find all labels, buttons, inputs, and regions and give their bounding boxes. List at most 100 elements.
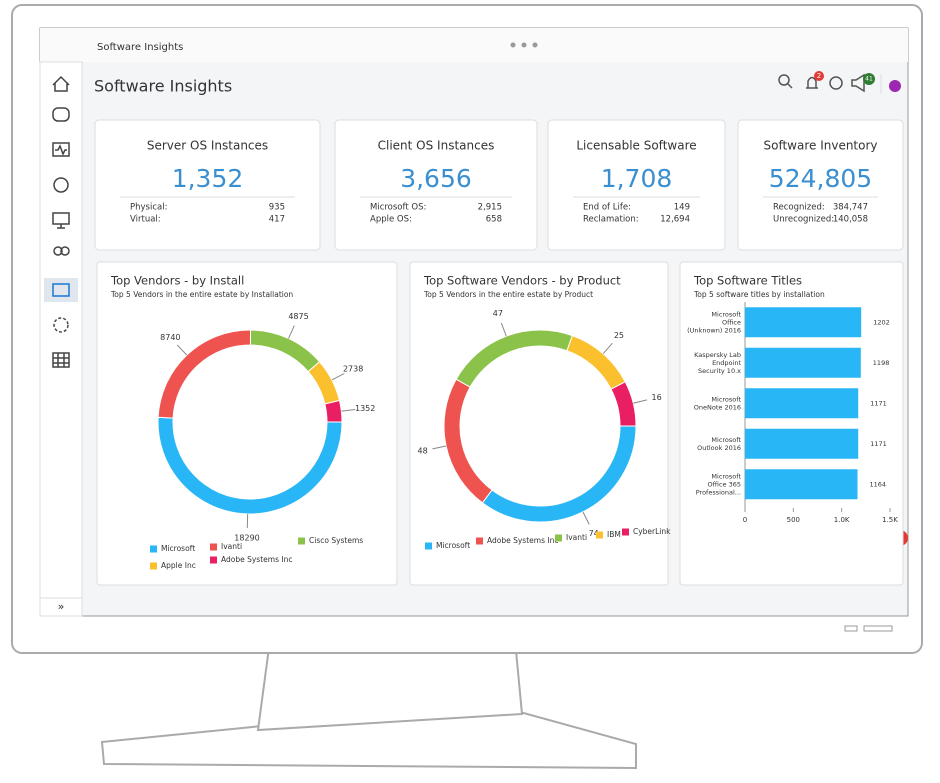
window-title: Software Insights (97, 42, 183, 53)
bar (745, 428, 859, 459)
announcement-badge-text: 41 (865, 76, 873, 83)
notification-badge-text: 2 (817, 72, 821, 80)
kpi-row-label: Recognized: (773, 203, 825, 213)
help-icon[interactable] (829, 76, 843, 90)
users-icon (60, 246, 70, 256)
legend-swatch (150, 545, 157, 553)
sidebar (39, 61, 83, 617)
legend-label: Apple Inc (161, 561, 196, 570)
legend-swatch (150, 562, 157, 570)
kpi-row-label: Virtual: (130, 215, 161, 225)
category-label: Security 10.x (698, 367, 741, 375)
legend-label: Adobe Systems Inc (487, 536, 558, 545)
legend-swatch (622, 528, 629, 536)
kpi-card (94, 119, 321, 251)
legend-swatch (555, 534, 562, 542)
chart-title: Top Vendors - by Install (110, 274, 244, 288)
page-title: Software Insights (94, 77, 232, 96)
kpi-total: 3,656 (400, 164, 472, 193)
window-dot (510, 42, 516, 48)
chart-subtitle: Top 5 software titles by installation (693, 290, 825, 299)
category-label: OneNote 2016 (694, 403, 741, 411)
kpi-row-label: Unrecognized: (773, 215, 834, 225)
kpi-card (547, 119, 726, 251)
legend-swatch (210, 556, 217, 564)
software-icon[interactable] (52, 283, 70, 297)
donut-slice (324, 399, 343, 423)
bot-icon[interactable] (52, 107, 70, 122)
category-label: Microsoft (711, 472, 741, 480)
x-tick-label: 1.0K (834, 516, 850, 524)
home-icon[interactable] (52, 75, 70, 92)
kpi-row-label: Reclamation: (583, 215, 639, 225)
announcement-badge (863, 73, 875, 85)
slice-label: 47 (493, 309, 503, 318)
bar (745, 388, 859, 419)
monitor-icon[interactable] (52, 142, 70, 157)
legend-label: IBM (607, 530, 621, 539)
kpi-row-value: 417 (269, 215, 285, 225)
kpi-title: Licensable Software (576, 139, 696, 153)
search-icon[interactable] (778, 74, 790, 86)
donut-slice (610, 381, 637, 427)
category-label: Professional... (696, 488, 741, 496)
kpi-row-value: 384,747 (833, 203, 868, 213)
kpi-row-label: End of Life: (583, 203, 631, 213)
kpi-row-value: 2,915 (478, 203, 502, 213)
leader-line (602, 342, 613, 355)
bell-icon[interactable] (806, 76, 818, 89)
kpi-row-value: 658 (486, 215, 502, 225)
x-tick-label: 0 (743, 516, 747, 524)
kpi-total: 1,352 (172, 164, 244, 193)
category-label: Office 365 (708, 480, 741, 488)
category-label: Microsoft (711, 436, 741, 444)
sidebar-expand[interactable]: » (58, 600, 65, 613)
legend-label: Ivanti (566, 533, 587, 542)
notification-badge (814, 71, 824, 81)
dashboard-icon[interactable] (53, 177, 69, 193)
category-label: Office (722, 318, 741, 326)
slice-label: 74 (589, 529, 599, 538)
leader-line (582, 511, 590, 525)
legend-swatch (425, 542, 432, 550)
settings-icon[interactable] (53, 317, 69, 333)
leader-line (176, 344, 188, 356)
category-label: (Unknown) 2016 (687, 326, 741, 334)
desktop-stand (57, 224, 65, 229)
user-avatar[interactable] (889, 80, 901, 92)
bar-value-label: 1171 (870, 440, 887, 448)
x-tick-label: 1.5K (882, 516, 898, 524)
bar-value-label: 1198 (873, 359, 890, 367)
slice-label: 4875 (288, 312, 308, 321)
kpi-row-value: 140,058 (833, 215, 868, 225)
kpi-row-label: Microsoft OS: (370, 203, 426, 213)
slice-label: 18290 (234, 533, 259, 542)
category-label: Endpoint (712, 359, 741, 367)
search-handle (787, 83, 793, 89)
leader-line (432, 445, 447, 450)
leader-line (633, 399, 647, 404)
category-label: Microsoft (711, 310, 741, 318)
legend-swatch (596, 531, 603, 539)
chart-panel (96, 261, 398, 586)
grid-icon[interactable] (52, 352, 70, 368)
monitor-button (844, 625, 858, 632)
users-icon[interactable] (53, 246, 63, 256)
kpi-row-value: 149 (674, 203, 690, 213)
kpi-title: Software Inventory (763, 139, 877, 153)
slice-label: 48 (418, 446, 428, 455)
bar-value-label: 1171 (870, 399, 887, 407)
kpi-total: 1,708 (601, 164, 673, 193)
x-tick-label: 500 (787, 516, 800, 524)
leader-line (500, 322, 507, 337)
kpi-card (334, 119, 538, 251)
chart-title: Top Software Vendors - by Product (423, 274, 621, 288)
bar-value-label: 1164 (870, 480, 887, 488)
category-label: Microsoft (711, 395, 741, 403)
slice-label: 16 (651, 393, 661, 402)
legend-swatch (298, 537, 305, 545)
title-bar (40, 28, 908, 62)
announcement-icon[interactable] (851, 73, 865, 93)
kpi-card (737, 119, 904, 251)
chart-subtitle: Top 5 Vendors in the entire estate by In… (110, 290, 293, 299)
